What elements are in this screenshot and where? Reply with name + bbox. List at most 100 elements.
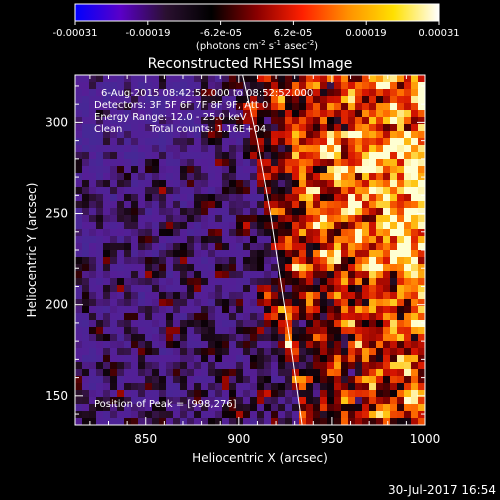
heatmap-cell	[390, 271, 398, 279]
heatmap-cell	[306, 152, 314, 160]
heatmap-cell	[250, 397, 258, 405]
heatmap-cell	[82, 75, 90, 83]
heatmap-cell	[96, 278, 104, 286]
heatmap-cell	[180, 264, 188, 272]
heatmap-cell	[75, 404, 83, 412]
heatmap-cell	[355, 208, 363, 216]
heatmap-cell	[271, 285, 279, 293]
heatmap-cell	[264, 159, 272, 167]
heatmap-cell	[110, 320, 118, 328]
heatmap-cell	[75, 215, 83, 223]
heatmap-cell	[271, 362, 279, 370]
heatmap-cell	[418, 264, 425, 272]
heatmap-cell	[215, 285, 223, 293]
heatmap-cell	[208, 334, 216, 342]
heatmap-cell	[208, 418, 216, 425]
heatmap-cell	[201, 243, 209, 251]
heatmap-cell	[96, 103, 104, 111]
colorbar-tick-label-0: -0.00031	[53, 28, 98, 39]
heatmap-cell	[348, 243, 356, 251]
heatmap-cell	[313, 236, 321, 244]
heatmap-cell	[250, 278, 258, 286]
heatmap-cell	[369, 250, 377, 258]
heatmap-cell	[327, 194, 335, 202]
heatmap-cell	[110, 208, 118, 216]
heatmap-cell	[313, 355, 321, 363]
heatmap-cell	[334, 397, 342, 405]
heatmap-cell	[138, 229, 146, 237]
heatmap-cell	[250, 236, 258, 244]
heatmap-cell	[229, 341, 237, 349]
heatmap-cell	[82, 138, 90, 146]
heatmap-cell	[194, 355, 202, 363]
heatmap-cell	[222, 355, 230, 363]
heatmap-cell	[418, 117, 425, 125]
heatmap-cell	[103, 313, 111, 321]
heatmap-cell	[404, 131, 412, 139]
heatmap-cell	[180, 376, 188, 384]
heatmap-cell	[103, 145, 111, 153]
heatmap-cell	[306, 397, 314, 405]
heatmap-cell	[292, 327, 300, 335]
heatmap-cell	[75, 355, 83, 363]
heatmap-cell	[201, 257, 209, 265]
heatmap-cell	[299, 236, 307, 244]
heatmap-cell	[418, 96, 425, 104]
heatmap-cell	[82, 103, 90, 111]
heatmap-cell	[117, 166, 125, 174]
heatmap-cell	[82, 180, 90, 188]
heatmap-cell	[306, 187, 314, 195]
heatmap-cell	[411, 418, 419, 425]
heatmap-cell	[341, 194, 349, 202]
heatmap-cell	[180, 327, 188, 335]
heatmap-cell	[187, 418, 195, 425]
heatmap-cell	[159, 208, 167, 216]
heatmap-cell	[110, 82, 118, 90]
heatmap-cell	[124, 222, 132, 230]
heatmap-cell	[369, 96, 377, 104]
heatmap-cell	[180, 306, 188, 314]
heatmap-cell	[173, 383, 181, 391]
heatmap-cell	[418, 131, 425, 139]
heatmap-cell	[397, 271, 405, 279]
heatmap-cell	[292, 229, 300, 237]
heatmap-cell	[173, 243, 181, 251]
heatmap-cell	[194, 418, 202, 425]
heatmap-cell	[215, 138, 223, 146]
heatmap-cell	[369, 215, 377, 223]
heatmap-cell	[313, 257, 321, 265]
heatmap-cell	[390, 418, 398, 425]
heatmap-cell	[124, 152, 132, 160]
heatmap-cell	[376, 397, 384, 405]
heatmap-cell	[369, 383, 377, 391]
heatmap-cell	[152, 208, 160, 216]
heatmap-cell	[327, 166, 335, 174]
heatmap-cell	[348, 250, 356, 258]
heatmap-cell	[117, 117, 125, 125]
heatmap-cell	[201, 418, 209, 425]
heatmap-cell	[390, 369, 398, 377]
heatmap-cell	[201, 313, 209, 321]
heatmap-cell	[138, 264, 146, 272]
heatmap-cell	[390, 131, 398, 139]
heatmap-cell	[138, 257, 146, 265]
heatmap-cell	[327, 201, 335, 209]
heatmap-cell	[201, 299, 209, 307]
heatmap-cell	[229, 131, 237, 139]
heatmap-cell	[397, 222, 405, 230]
heatmap-cell	[334, 369, 342, 377]
heatmap-cell	[390, 404, 398, 412]
heatmap-cell	[131, 404, 139, 412]
heatmap-cell	[138, 187, 146, 195]
heatmap-cell	[166, 166, 174, 174]
heatmap-cell	[264, 173, 272, 181]
heatmap-cell	[82, 243, 90, 251]
heatmap-cell	[236, 96, 244, 104]
heatmap-cell	[411, 362, 419, 370]
heatmap-cell	[397, 82, 405, 90]
heatmap-cell	[229, 82, 237, 90]
heatmap-cell	[138, 418, 146, 425]
heatmap-cell	[145, 292, 153, 300]
heatmap-cell	[313, 138, 321, 146]
heatmap-cell	[292, 201, 300, 209]
